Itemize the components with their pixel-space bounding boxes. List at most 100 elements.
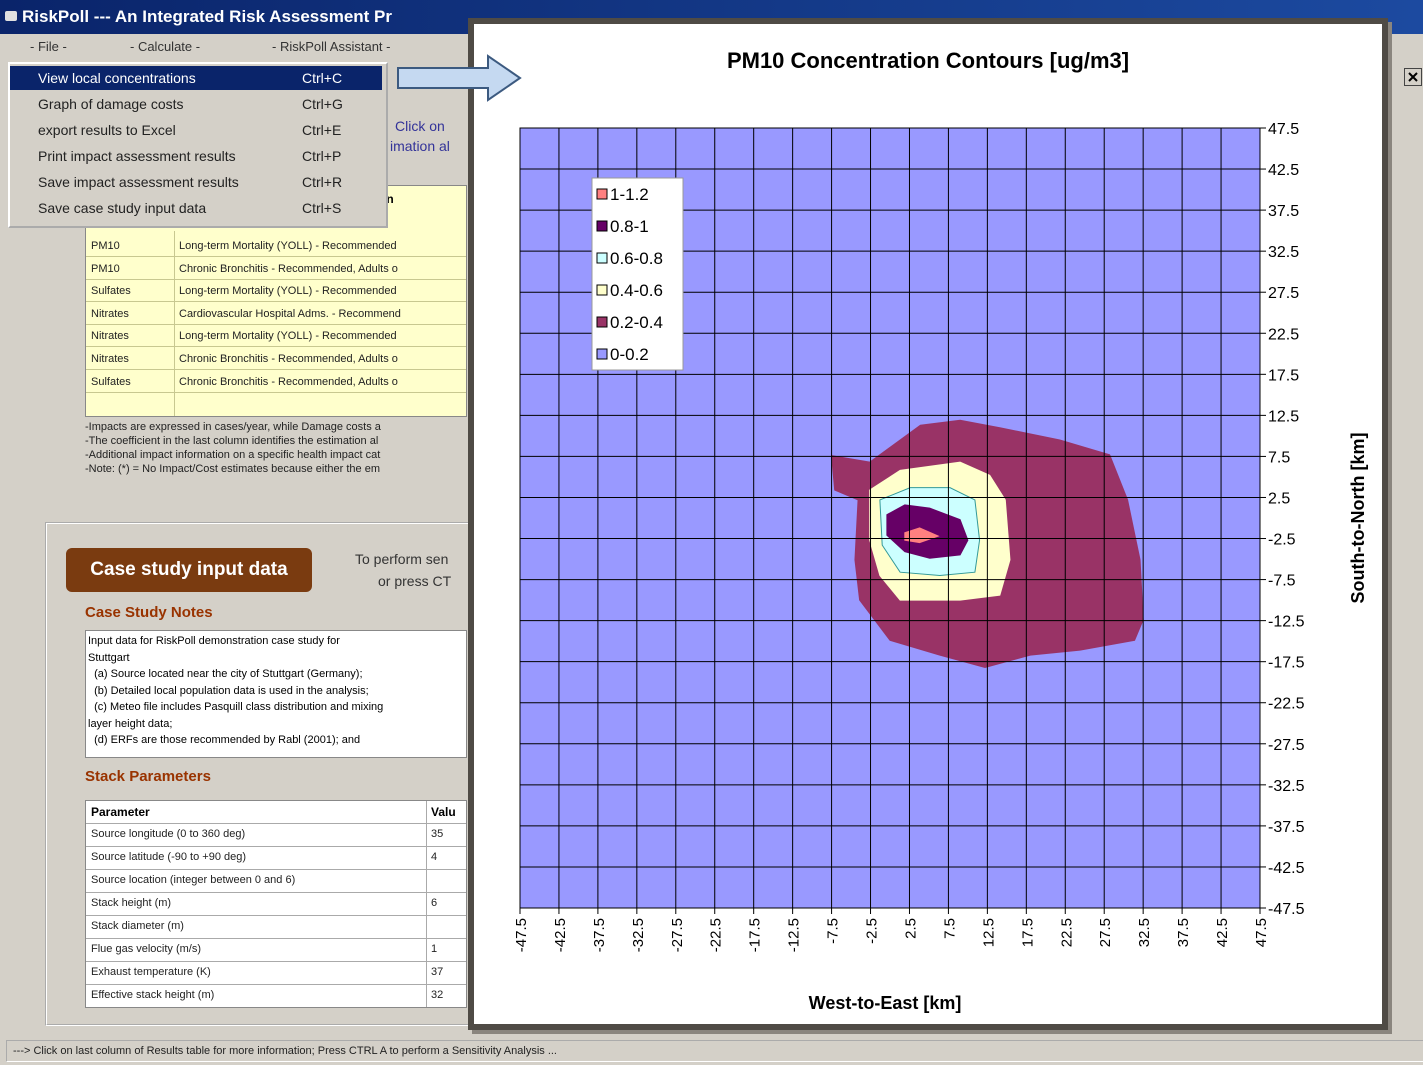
chart-title: PM10 Concentration Contours [ug/m3]: [727, 48, 1129, 73]
case-study-button[interactable]: Case study input data: [66, 548, 312, 592]
table-cell: Flue gas velocity (m/s): [91, 943, 202, 955]
y-tick-label: 22.5: [1268, 326, 1299, 343]
y-tick-label: -12.5: [1268, 614, 1305, 631]
y-tick-label: -42.5: [1268, 860, 1305, 877]
menu-item[interactable]: - Calculate -: [130, 39, 201, 54]
y-tick-label: 2.5: [1268, 490, 1290, 507]
x-tick-label: 37.5: [1175, 918, 1192, 947]
table-cell: Chronic Bronchitis - Recommended, Adults…: [179, 262, 398, 275]
col-line: [174, 231, 175, 416]
legend-swatch: [596, 316, 608, 328]
y-tick-label: 37.5: [1268, 203, 1299, 220]
menu-option[interactable]: Print impact assessment results Ctrl+P: [10, 144, 382, 168]
legend-label: 0.6-0.8: [610, 249, 663, 268]
notes-heading: Case Study Notes: [85, 604, 213, 621]
row-line: [86, 984, 466, 985]
note-line: Stuttgart: [88, 651, 130, 664]
row-line: [86, 846, 466, 847]
table-cell: Long-term Mortality (YOLL) - Recommended: [179, 330, 397, 343]
table-cell: Long-term Mortality (YOLL) - Recommended: [179, 240, 397, 252]
menu-bar: - File - - Calculate - - RiskPoll Assistan…: [0, 36, 1423, 58]
y-tick-label: -32.5: [1268, 778, 1305, 795]
x-tick-label: 17.5: [1019, 918, 1036, 947]
y-tick-label: -7.5: [1268, 573, 1296, 590]
y-tick-label: 7.5: [1268, 449, 1290, 466]
col-line: [426, 801, 427, 1007]
table-cell: Nitrates: [91, 353, 129, 365]
legend-label: 0.2-0.4: [610, 313, 663, 332]
legend-swatch: [596, 188, 608, 200]
menu-option-shortcut: Ctrl+E: [302, 122, 342, 138]
row-line: [86, 369, 466, 370]
row-line: [86, 938, 466, 939]
x-tick-label: -2.5: [864, 918, 881, 944]
table-cell: 1: [431, 943, 438, 955]
legend-swatch: [596, 284, 608, 296]
x-tick-label: -12.5: [786, 918, 803, 952]
legend-label: 0.4-0.6: [610, 281, 663, 300]
table-cell: Long-term Mortality (YOLL) - Recommended: [179, 285, 397, 298]
menu-option[interactable]: Save impact assessment results Ctrl+R: [10, 170, 382, 194]
y-tick-label: 17.5: [1268, 367, 1299, 384]
window-title: RiskPoll --- An Integrated Risk Assessme…: [22, 7, 393, 26]
table-cell: 37: [431, 966, 444, 978]
menu-option-shortcut: Ctrl+G: [302, 96, 343, 112]
row-line: [86, 869, 466, 870]
file-menu: View local concentrations Ctrl+C Graph of …: [8, 62, 388, 228]
table-cell: Sulfates: [91, 375, 131, 388]
table-header: Valu: [431, 805, 456, 819]
legend-label: 1-1.2: [610, 185, 649, 204]
table-cell: Sulfates: [91, 285, 131, 298]
row-line: [86, 323, 466, 325]
x-tick-label: -32.5: [630, 918, 647, 952]
menu-item[interactable]: - File -: [30, 39, 67, 54]
menu-option-label: Save impact assessment results: [38, 174, 239, 190]
x-tick-label: -17.5: [747, 918, 764, 952]
instruction-line: or press CT: [378, 573, 452, 589]
row-line: [86, 391, 466, 393]
menu-item[interactable]: - RiskPoll Assistant -: [272, 39, 391, 54]
table-cell: 35: [431, 828, 444, 840]
y-tick-label: 42.5: [1268, 162, 1299, 179]
table-cell: 6: [431, 897, 438, 909]
x-tick-label: -47.5: [513, 918, 530, 952]
x-tick-label: 32.5: [1136, 918, 1153, 947]
menu-option[interactable]: View local concentrations Ctrl+C: [10, 66, 382, 90]
note-line: layer height data;: [88, 717, 173, 730]
menu-option-shortcut: Ctrl+P: [302, 148, 342, 164]
y-tick-label: -2.5: [1268, 532, 1296, 549]
x-tick-label: -42.5: [552, 918, 569, 952]
x-tick-label: 42.5: [1214, 918, 1231, 947]
table-cell: Source longitude (0 to 360 deg): [91, 828, 246, 840]
x-tick-label: -37.5: [591, 918, 608, 952]
x-tick-label: 2.5: [902, 918, 919, 939]
note-line: -Impacts are expressed in cases/year, wh…: [85, 421, 381, 433]
table-cell: 32: [431, 989, 444, 1001]
menu-option-label: View local concentrations: [38, 70, 196, 86]
x-tick-label: 7.5: [941, 918, 958, 939]
menu-option[interactable]: Graph of damage costs Ctrl+G: [10, 92, 382, 116]
table-cell: Source location (integer between 0 and 6…: [91, 874, 296, 886]
y-tick-label: 12.5: [1268, 408, 1299, 425]
menu-option[interactable]: Save case study input data Ctrl+S: [10, 196, 382, 220]
notes-box: Input data for RiskPoll demonstration ca…: [85, 630, 467, 758]
row-line: [86, 961, 466, 962]
y-tick-label: 32.5: [1268, 244, 1299, 261]
arrow: [397, 54, 522, 102]
x-tick-label: -27.5: [669, 918, 686, 952]
close-icon: [1408, 72, 1418, 82]
menu-option[interactable]: export results to Excel Ctrl+E: [10, 118, 382, 142]
note-line: (c) Meteo file includes Pasquill class d…: [88, 701, 384, 713]
y-tick-label: 27.5: [1268, 285, 1299, 302]
instruction-line: To perform sen: [355, 551, 449, 567]
menu-option-label: export results to Excel: [38, 122, 176, 138]
close-button[interactable]: [1404, 68, 1422, 86]
table-cell: PM10: [91, 240, 120, 252]
table-cell: Stack diameter (m): [91, 920, 184, 932]
legend-label: 0-0.2: [610, 345, 649, 364]
menu-option-label: Graph of damage costs: [38, 96, 184, 112]
menu-option-shortcut: Ctrl+R: [302, 174, 343, 190]
row-line: [86, 346, 466, 348]
menu-option-shortcut: Ctrl+S: [302, 200, 342, 216]
